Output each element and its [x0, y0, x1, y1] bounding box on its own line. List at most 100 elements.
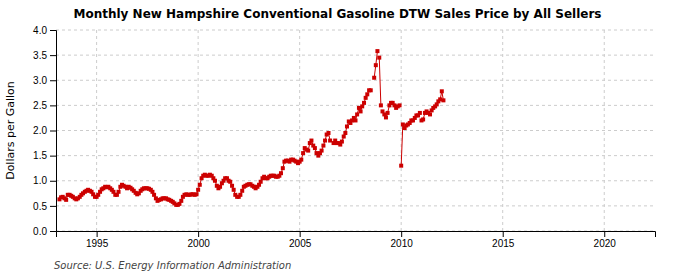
marker: [198, 183, 202, 187]
marker: [362, 101, 366, 105]
y-tick-mark: [50, 156, 56, 157]
marker: [152, 193, 156, 197]
marker: [365, 92, 369, 96]
y-grid-line: [56, 205, 655, 206]
marker: [374, 63, 378, 67]
marker: [379, 103, 383, 107]
x-tick-mark: [401, 231, 402, 237]
y-tick-label: 4.0: [33, 25, 47, 36]
marker: [360, 104, 364, 108]
y-grid-line: [56, 105, 655, 106]
marker: [398, 103, 402, 107]
marker: [323, 139, 327, 143]
marker: [230, 184, 234, 188]
x-axis: 1995 2000 2005 2010 2015 2020: [57, 231, 656, 249]
y-tick-mark: [50, 231, 56, 232]
grid: [56, 30, 655, 231]
marker: [372, 76, 376, 80]
marker: [309, 139, 313, 143]
y-tick-label: 0.5: [33, 201, 47, 212]
x-grid-line: [96, 30, 97, 231]
marker: [238, 193, 242, 197]
marker: [313, 146, 317, 150]
marker: [228, 180, 232, 184]
y-tick: 2.0: [33, 125, 56, 136]
marker: [401, 122, 405, 126]
x-tick-label: 2015: [492, 238, 515, 249]
marker: [328, 139, 332, 143]
y-grid-line: [56, 130, 655, 131]
x-tick-label: 1995: [86, 238, 109, 249]
series-line: [59, 51, 443, 205]
marker: [386, 111, 390, 115]
marker: [279, 171, 283, 175]
x-tick-label: 2005: [289, 238, 312, 249]
marker: [64, 198, 68, 202]
x-grid-line: [198, 30, 199, 231]
marker: [369, 88, 373, 92]
plot-area: [57, 49, 445, 207]
x-tick-mark: [300, 231, 301, 237]
y-tick: 3.0: [33, 75, 56, 86]
marker: [359, 109, 363, 113]
title: Monthly New Hampshire Conventional Gasol…: [74, 7, 602, 21]
marker: [299, 158, 303, 162]
y-tick-label: 2.0: [33, 125, 47, 136]
y-tick: 2.5: [33, 100, 56, 111]
chart-container: 1995200020052010201520200.00.51.01.52.02…: [0, 0, 675, 275]
marker: [342, 135, 346, 139]
y-tick-mark: [50, 55, 56, 56]
marker: [232, 188, 236, 192]
marker: [343, 131, 347, 135]
marker: [340, 140, 344, 144]
y-tick: 3.5: [33, 50, 56, 61]
x-tick: 2005: [289, 231, 312, 249]
y-tick-mark: [50, 181, 56, 182]
source-note: Source: U.S. Energy Information Administ…: [54, 260, 291, 271]
marker: [441, 98, 445, 102]
x-tick-mark: [604, 231, 605, 237]
y-axis-label: Dollars per Gallon: [4, 81, 17, 180]
marker: [195, 192, 199, 196]
x-grid-line: [299, 30, 300, 231]
marker: [364, 96, 368, 100]
y-tick-label: 3.0: [33, 75, 47, 86]
y-tick: 0.0: [33, 226, 56, 237]
y-grid-line: [56, 80, 655, 81]
x-axis-line: [57, 232, 656, 238]
y-tick: 1.5: [33, 150, 56, 161]
x-tick-label: 2010: [391, 238, 414, 249]
y-tick-mark: [50, 30, 56, 31]
y-tick-mark: [50, 80, 56, 81]
y-tick-label: 3.5: [33, 50, 47, 61]
y-tick-label: 2.5: [33, 100, 47, 111]
marker: [354, 118, 358, 122]
marker: [320, 149, 324, 153]
marker: [301, 151, 305, 155]
x-tick: 2020: [594, 231, 617, 249]
x-tick-label: 2000: [188, 238, 211, 249]
marker: [117, 190, 121, 194]
marker: [345, 124, 349, 128]
marker: [218, 185, 222, 189]
marker: [384, 115, 388, 119]
y-grid-line: [56, 30, 655, 31]
marker: [428, 112, 432, 116]
marker: [421, 117, 425, 121]
x-tick: 2015: [492, 231, 515, 249]
marker: [196, 188, 200, 192]
marker: [306, 149, 310, 153]
marker: [179, 199, 183, 203]
y-axis-line: [50, 31, 57, 232]
marker: [259, 180, 263, 184]
marker: [418, 111, 422, 115]
markers: [57, 49, 445, 207]
marker: [375, 49, 379, 53]
y-tick-mark: [50, 206, 56, 207]
x-tick-label: 2020: [594, 238, 617, 249]
x-tick: 2010: [391, 231, 414, 249]
y-grid-line: [56, 180, 655, 181]
y-tick-mark: [50, 105, 56, 106]
marker: [213, 179, 217, 183]
x-tick-mark: [503, 231, 504, 237]
